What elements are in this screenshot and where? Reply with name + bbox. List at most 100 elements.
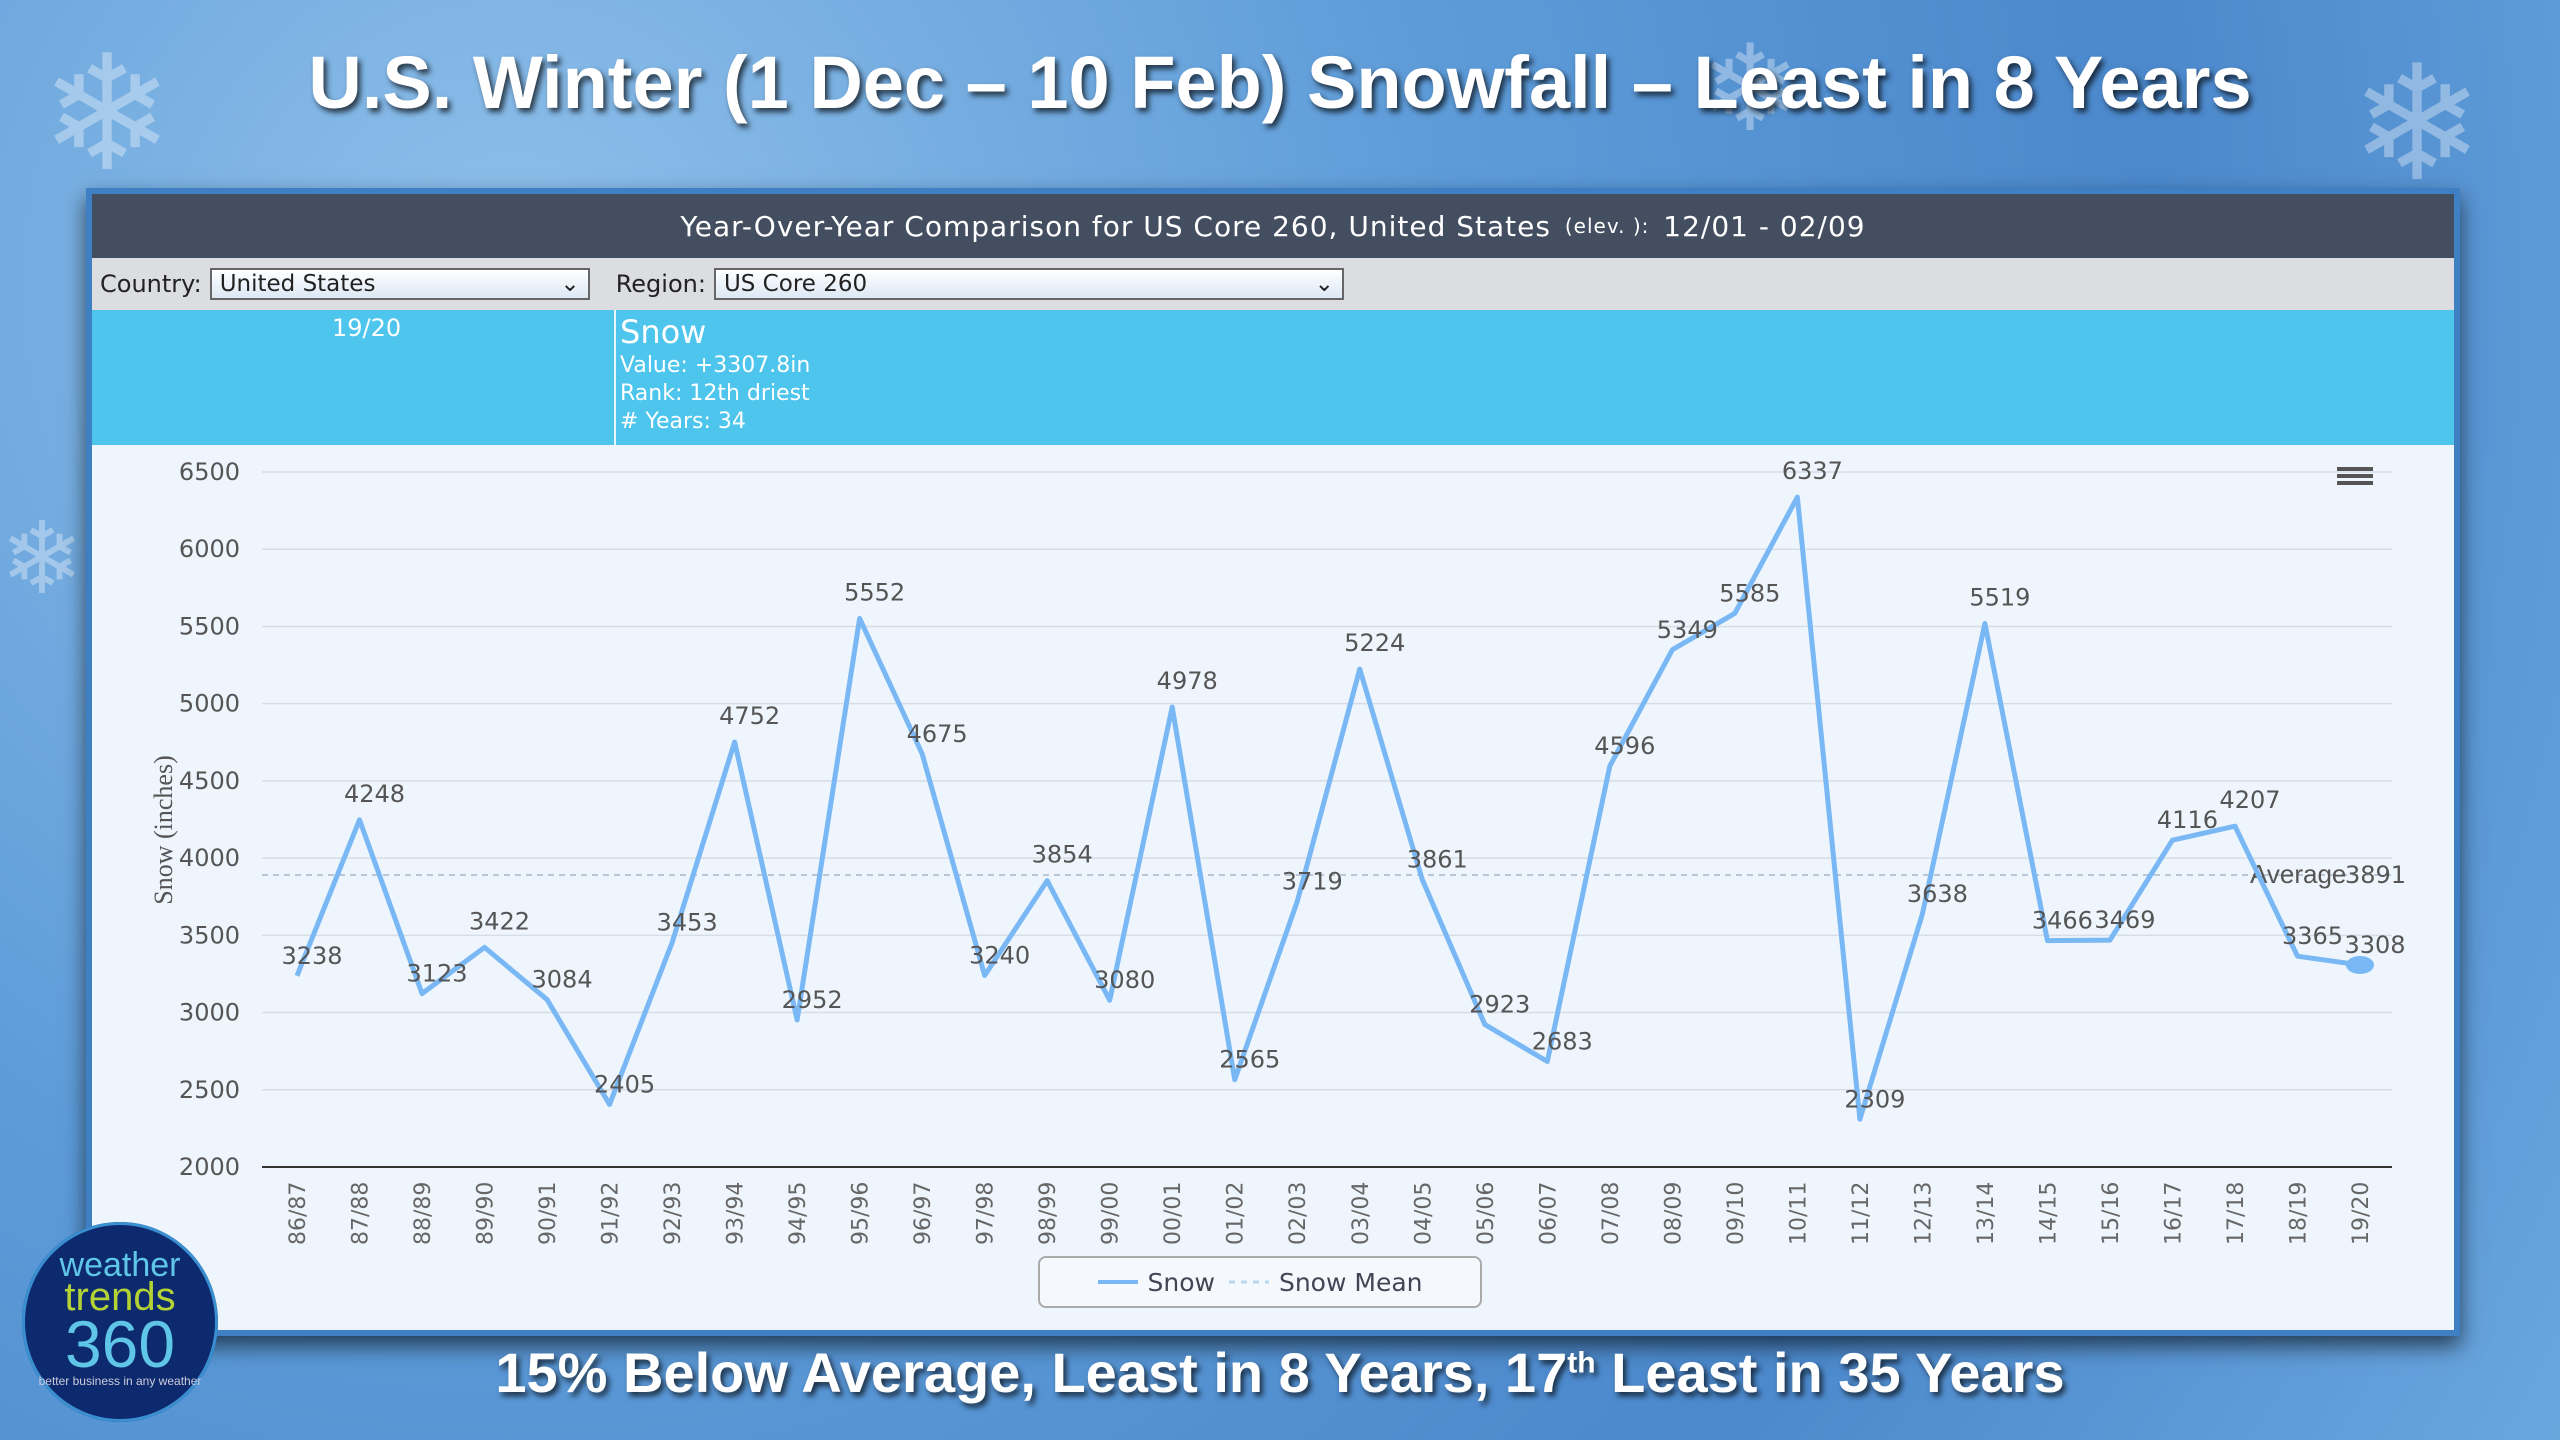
slide-title: U.S. Winter (1 Dec – 10 Feb) Snowfall – … <box>308 41 2252 124</box>
data-label: 2952 <box>782 986 843 1014</box>
data-label: 2309 <box>1844 1085 1905 1113</box>
x-tick-label: 02/03 <box>1286 1182 1311 1245</box>
x-tick-label: 19/20 <box>2349 1182 2374 1245</box>
data-label: 2923 <box>1469 990 1530 1018</box>
data-label: 4248 <box>344 780 405 808</box>
y-tick-label: 2000 <box>179 1153 240 1181</box>
y-tick-label: 6500 <box>179 458 240 486</box>
y-tick-label: 5500 <box>179 612 240 640</box>
x-tick-label: 09/10 <box>1724 1182 1749 1245</box>
country-label: Country: <box>100 270 202 298</box>
data-label: 4675 <box>907 720 968 748</box>
x-tick-label: 06/07 <box>1536 1182 1561 1245</box>
legend-snow-mean-label: Snow Mean <box>1278 1267 1423 1297</box>
x-tick-label: 91/92 <box>599 1182 624 1245</box>
data-label: 3240 <box>969 941 1030 969</box>
divider <box>614 310 616 445</box>
x-tick-label: 88/89 <box>411 1182 436 1245</box>
info-name: Snow <box>620 313 707 351</box>
data-label: 3453 <box>657 909 718 937</box>
data-label: 5585 <box>1719 579 1780 607</box>
y-tick-label: 6000 <box>179 535 240 563</box>
data-label: 4596 <box>1594 732 1655 760</box>
filter-bar: Country: United States ⌄ Region: US Core … <box>92 258 2454 310</box>
x-tick-label: 99/00 <box>1099 1182 1124 1245</box>
data-label: 4752 <box>719 702 780 730</box>
data-label: 4978 <box>1157 667 1218 695</box>
x-tick-label: 87/88 <box>349 1182 374 1245</box>
data-label: 2565 <box>1219 1046 1280 1074</box>
x-tick-label: 95/96 <box>849 1182 874 1245</box>
x-tick-label: 86/87 <box>286 1182 311 1245</box>
legend-snow-label: Snow <box>1147 1267 1215 1297</box>
y-tick-label: 2500 <box>179 1076 240 1104</box>
x-tick-label: 14/15 <box>2036 1182 2061 1245</box>
data-label: 5349 <box>1657 616 1718 644</box>
info-years: # Years: 34 <box>620 409 746 434</box>
x-tick-label: 96/97 <box>911 1182 936 1245</box>
data-label: 5552 <box>844 578 905 606</box>
snow-line <box>294 494 2361 1122</box>
chevron-down-icon: ⌄ <box>1314 271 1334 297</box>
chevron-down-icon: ⌄ <box>560 271 580 297</box>
y-tick-label: 4500 <box>179 767 240 795</box>
header-elev: (elev. ): <box>1564 214 1650 238</box>
data-label: 3469 <box>2094 906 2155 934</box>
x-tick-label: 03/04 <box>1349 1182 1374 1245</box>
subtitle-text-end: Least in 35 Years <box>1595 1341 2065 1404</box>
slide-subtitle: 15% Below Average, Least in 8 Years, 17t… <box>0 1340 2560 1405</box>
y-tick-label: 3500 <box>179 921 240 949</box>
data-label: 3080 <box>1094 966 1155 994</box>
data-label: 3308 <box>2344 931 2405 959</box>
x-tick-label: 92/93 <box>661 1182 686 1245</box>
region-select[interactable]: US Core 260 ⌄ <box>713 268 1344 300</box>
region-label: Region: <box>615 270 706 298</box>
region-value: US Core 260 <box>723 271 868 297</box>
country-select[interactable]: United States ⌄ <box>209 268 590 300</box>
legend-snow[interactable]: Snow <box>1097 1267 1215 1297</box>
data-label: 3719 <box>1282 868 1343 896</box>
x-tick-label: 17/18 <box>2224 1182 2249 1245</box>
x-tick-label: 05/06 <box>1474 1182 1499 1245</box>
x-tick-label: 16/17 <box>2161 1182 2186 1245</box>
mean-label: Average <box>2250 859 2346 889</box>
chart-menu-button[interactable] <box>2337 464 2373 488</box>
x-tick-label: 10/11 <box>1786 1182 1811 1245</box>
data-label: 3638 <box>1907 880 1968 908</box>
x-tick-label: 98/99 <box>1036 1182 1061 1245</box>
header-range: 12/01 - 02/09 <box>1663 209 1866 243</box>
x-tick-label: 90/91 <box>536 1182 561 1245</box>
y-tick-label: 3000 <box>179 999 240 1027</box>
x-tick-label: 07/08 <box>1599 1182 1624 1245</box>
x-tick-label: 04/05 <box>1411 1182 1436 1245</box>
info-banner: 19/20 Snow Value: +3307.8in Rank: 12th d… <box>92 310 2454 445</box>
chart-legend: Snow Snow Mean <box>1038 1256 1482 1308</box>
info-rank: Rank: 12th driest <box>620 381 810 406</box>
data-label: 2405 <box>594 1070 655 1098</box>
info-value: Value: +3307.8in <box>620 353 811 378</box>
y-tick-label: 5000 <box>179 690 240 718</box>
data-label: 3854 <box>1032 841 1093 869</box>
selected-point-marker <box>2346 955 2374 974</box>
data-label: 3365 <box>2282 922 2343 950</box>
data-label: 3466 <box>2032 907 2093 935</box>
x-tick-label: 08/09 <box>1661 1182 1686 1245</box>
y-tick-label: 4000 <box>179 844 240 872</box>
x-tick-label: 01/02 <box>1224 1182 1249 1245</box>
x-tick-label: 15/16 <box>2099 1182 2124 1245</box>
x-tick-label: 11/12 <box>1849 1182 1874 1245</box>
legend-snow-mean[interactable]: Snow Mean <box>1228 1267 1423 1297</box>
chart-panel: Year-Over-Year Comparison for US Core 26… <box>86 188 2460 1336</box>
x-tick-label: 13/14 <box>1974 1182 1999 1245</box>
x-tick-label: 00/01 <box>1161 1182 1186 1245</box>
x-tick-label: 97/98 <box>974 1182 999 1245</box>
mean-value-label: 3891 <box>2345 861 2406 889</box>
data-label: 3861 <box>1407 846 1468 874</box>
data-label: 3084 <box>532 966 593 994</box>
y-axis-title: Snow (inches) <box>149 755 178 904</box>
data-label: 5519 <box>1969 584 2030 612</box>
country-value: United States <box>219 271 376 297</box>
x-tick-label: 18/19 <box>2286 1182 2311 1245</box>
data-label: 4116 <box>2157 806 2218 834</box>
data-label: 3238 <box>281 942 342 970</box>
